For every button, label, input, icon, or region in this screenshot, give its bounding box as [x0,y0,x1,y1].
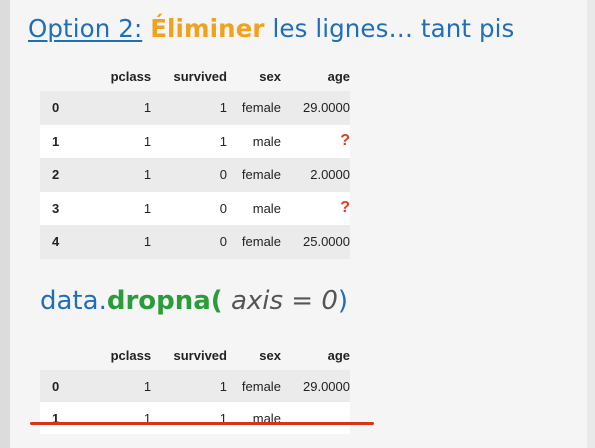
cell-sex: female [226,91,281,125]
cell-age: 29.0000 [280,370,350,402]
cell-survived: 0 [151,158,227,192]
code-function: dropna( [106,286,223,316]
cell-pclass: 1 [75,158,152,192]
code-argument: axis = 0 [222,286,338,316]
row-index: 1 [40,402,76,434]
cell-survived: 1 [151,91,227,125]
table-row-struck: 1 1 1 male [40,402,350,434]
row-index: 3 [40,191,76,225]
cell-sex: female [226,370,281,402]
cell-pclass: 1 [75,402,152,434]
cell-pclass: 1 [75,91,152,125]
row-index: 2 [40,158,76,192]
cell-survived: 0 [151,225,227,259]
cell-pclass: 1 [75,225,152,259]
row-index: 4 [40,225,76,259]
column-header-survived: survived [173,68,227,84]
cell-age: 2.0000 [280,158,350,192]
column-header-sex: sex [259,347,281,363]
cell-pclass: 1 [75,124,152,158]
column-header-age: age [327,347,350,363]
column-header-pclass: pclass [110,347,152,363]
table-row: 0 1 1 female 29.0000 [40,370,350,402]
cell-age: 29.0000 [280,91,350,125]
cell-sex: female [226,225,281,259]
row-index: 0 [40,91,76,125]
cell-survived: 1 [151,370,227,402]
cell-survived: 1 [151,124,227,158]
cell-sex: male [226,191,281,225]
column-header-sex: sex [259,68,281,84]
table-header-row: pclass survived sex age [40,340,350,370]
table-row: 2 1 0 female 2.0000 [40,158,350,192]
column-header-index [40,340,76,370]
cell-survived: 1 [151,402,227,434]
code-close-paren: ) [337,286,349,316]
table-row: 0 1 1 female 29.0000 [40,91,350,125]
title-rest: les lignes… tant pis [272,14,515,43]
cell-survived: 0 [151,191,227,225]
strikethrough-line [30,422,374,425]
column-header-survived: survived [173,347,227,363]
table-row: 4 1 0 female 25.0000 [40,225,350,259]
missing-value-marker: ? [280,124,350,158]
table-row: 3 1 0 male ? [40,191,350,225]
table-row: 1 1 1 male ? [40,124,350,158]
code-snippet: data.dropna( axis = 0) [40,286,348,316]
title-prefix: Option 2: [28,14,143,43]
cell-sex: male [226,402,281,434]
dataframe-table-after: pclass survived sex age 0 1 1 female 29.… [40,340,350,434]
slide-left-edge [0,0,10,448]
cell-age [280,402,350,434]
column-header-pclass: pclass [110,68,152,84]
row-index: 0 [40,370,76,402]
slide-right-edge [587,0,595,448]
title-highlight: Éliminer [150,14,265,43]
slide-title: Option 2: Éliminer les lignes… tant pis [28,14,514,43]
cell-sex: male [226,124,281,158]
cell-pclass: 1 [75,191,152,225]
dataframe-table-before: pclass survived sex age 0 1 1 female 29.… [40,61,350,259]
table-header-row: pclass survived sex age [40,61,350,91]
cell-age: 25.0000 [280,225,350,259]
column-header-index [40,61,76,91]
cell-pclass: 1 [75,370,152,402]
code-object: data. [40,286,107,316]
cell-sex: female [226,158,281,192]
column-header-age: age [327,68,350,84]
missing-value-marker: ? [280,191,350,225]
row-index: 1 [40,124,76,158]
